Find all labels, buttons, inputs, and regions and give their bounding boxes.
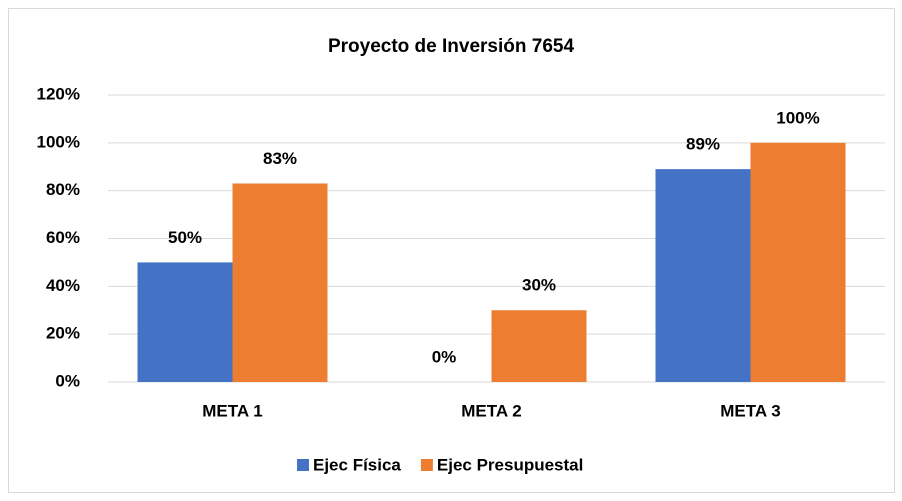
bar bbox=[491, 310, 587, 382]
bar bbox=[655, 169, 751, 382]
bar bbox=[137, 262, 233, 382]
legend-swatch bbox=[420, 459, 433, 471]
y-tick-label: 80% bbox=[46, 180, 80, 199]
y-tick-label: 0% bbox=[55, 371, 80, 390]
y-tick-label: 60% bbox=[46, 228, 80, 247]
x-tick-label: META 1 bbox=[202, 401, 262, 420]
chart-title: Proyecto de Inversión 7654 bbox=[328, 36, 574, 57]
y-tick-label: 40% bbox=[46, 276, 80, 295]
bar bbox=[232, 183, 328, 382]
legend-label: Ejec Presupuestal bbox=[437, 455, 583, 474]
data-label: 0% bbox=[432, 347, 457, 366]
data-label: 89% bbox=[686, 135, 720, 154]
y-tick-label: 120% bbox=[37, 84, 80, 103]
x-tick-label: META 2 bbox=[461, 401, 521, 420]
data-label: 83% bbox=[263, 149, 297, 168]
legend-swatch bbox=[297, 459, 309, 471]
y-tick-label: 20% bbox=[46, 324, 80, 343]
x-tick-label: META 3 bbox=[720, 401, 780, 420]
bar bbox=[750, 142, 846, 382]
data-label: 30% bbox=[522, 276, 556, 295]
data-label: 50% bbox=[168, 228, 202, 247]
legend-label: Ejec Física bbox=[313, 455, 401, 474]
data-label: 100% bbox=[776, 108, 819, 127]
y-tick-label: 100% bbox=[37, 132, 80, 151]
